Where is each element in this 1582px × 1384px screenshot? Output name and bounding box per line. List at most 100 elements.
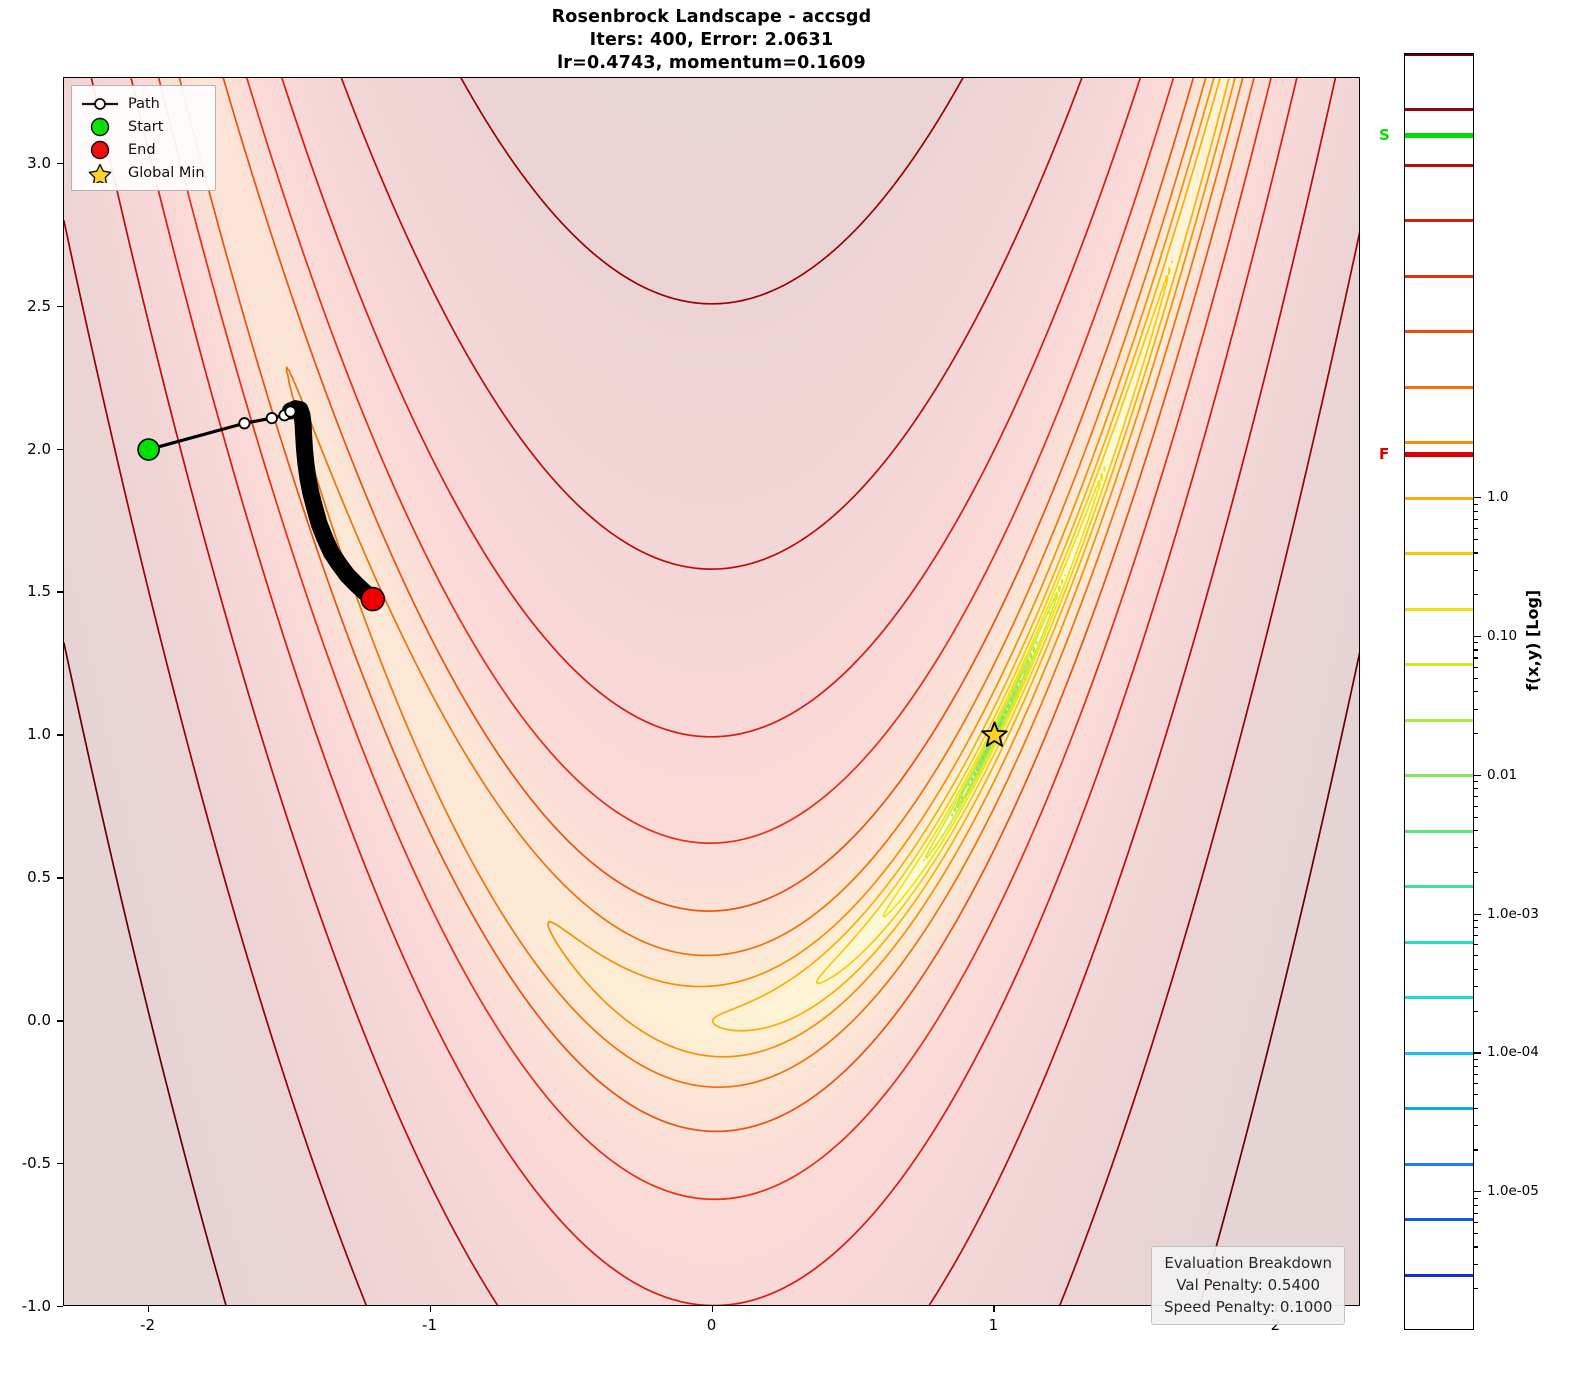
- colorbar-minor-tick: [1474, 538, 1478, 541]
- colorbar-minor-tick: [1474, 1221, 1478, 1224]
- y-tick-mark: [57, 1163, 63, 1165]
- colorbar-minor-tick: [1474, 871, 1478, 873]
- colorbar-level-line: [1405, 1162, 1473, 1166]
- colorbar-minor-tick: [1474, 691, 1478, 693]
- page-title: Rosenbrock Landscape - accsgd Iters: 400…: [63, 6, 1360, 75]
- legend-label-start: Start: [128, 118, 164, 135]
- legend-item-end: End: [80, 138, 205, 161]
- colorbar-minor-tick: [1474, 935, 1478, 937]
- star-icon: [80, 163, 120, 186]
- start-point-marker: [137, 438, 160, 461]
- colorbar-level-line: [1405, 607, 1473, 611]
- colorbar-minor-tick: [1474, 1212, 1478, 1214]
- colorbar-minor-tick: [1474, 781, 1478, 783]
- y-tick-label: 2.5: [27, 296, 51, 315]
- colorbar-tick-label: 1.0e-03: [1487, 905, 1539, 922]
- y-tick-label: -0.5: [21, 1154, 51, 1173]
- colorbar-level-line: [1405, 1051, 1473, 1055]
- y-tick-mark: [57, 448, 63, 450]
- x-tick-label: -2: [140, 1316, 156, 1334]
- colorbar-minor-tick: [1474, 1197, 1478, 1199]
- colorbar-axis-label: f(x,y) [Log]: [1523, 589, 1542, 691]
- colorbar-level-line: [1405, 885, 1473, 889]
- y-tick-label: 0.0: [27, 1011, 51, 1030]
- colorbar-minor-tick: [1474, 708, 1478, 710]
- y-tick-mark: [57, 734, 63, 736]
- colorbar-minor-tick: [1474, 569, 1478, 571]
- x-tick-mark: [993, 1306, 995, 1312]
- y-tick-mark: [57, 162, 63, 165]
- colorbar-level-line: [1405, 552, 1473, 556]
- colorbar-level-line: [1405, 718, 1473, 722]
- colorbar-level-line: [1405, 774, 1473, 778]
- colorbar-minor-tick: [1474, 927, 1478, 929]
- colorbar-level-line: [1405, 940, 1473, 944]
- colorbar-tick-mark: [1474, 774, 1481, 777]
- colorbar-start-marker-label: S: [1379, 125, 1390, 144]
- colorbar-level-line: [1405, 1218, 1473, 1222]
- x-tick-mark: [711, 1306, 713, 1312]
- eval-box-title: Evaluation Breakdown: [1164, 1254, 1332, 1272]
- colorbar-minor-tick: [1474, 830, 1478, 832]
- y-tick-mark: [57, 1020, 63, 1022]
- y-tick-label: 2.0: [27, 439, 51, 458]
- path-line-icon: [80, 94, 120, 114]
- colorbar-minor-tick: [1474, 732, 1478, 735]
- colorbar-minor-tick: [1474, 1124, 1478, 1127]
- y-tick-label: 3.0: [27, 153, 51, 172]
- plot-legend: Path Start End Global M: [71, 85, 216, 191]
- contour-lines-group: [64, 78, 1359, 1305]
- end-circle-icon: [80, 140, 120, 160]
- end-point-marker: [360, 586, 386, 612]
- y-tick-label: 0.5: [27, 868, 51, 887]
- colorbar-minor-tick: [1474, 986, 1478, 988]
- y-tick-label: -1.0: [21, 1297, 51, 1315]
- rosenbrock-contour-field: [64, 78, 1359, 1305]
- colorbar-minor-tick: [1474, 1288, 1478, 1290]
- colorbar-minor-tick: [1474, 666, 1478, 668]
- colorbar-minor-tick: [1474, 968, 1478, 970]
- colorbar-minor-tick: [1474, 955, 1478, 957]
- colorbar-level-line: [1405, 330, 1473, 334]
- colorbar-minor-tick: [1474, 1010, 1478, 1012]
- y-tick-mark: [57, 305, 63, 308]
- colorbar-minor-tick: [1474, 788, 1478, 790]
- contour-plot-axes[interactable]: [63, 77, 1360, 1306]
- x-tick-label: -1: [422, 1316, 438, 1334]
- colorbar-level-line: [1405, 441, 1473, 445]
- colorbar-level-line: [1405, 829, 1473, 833]
- x-tick-label: 0: [706, 1316, 717, 1334]
- colorbar-minor-tick: [1474, 1107, 1478, 1109]
- colorbar-level-line: [1405, 1330, 1474, 1331]
- colorbar-level-line: [1405, 219, 1473, 223]
- colorbar-minor-tick: [1474, 1083, 1478, 1085]
- colorbar-minor-tick: [1474, 552, 1478, 554]
- y-tick-mark: [57, 591, 63, 593]
- colorbar-minor-tick: [1474, 1058, 1478, 1060]
- colorbar-minor-tick: [1474, 1204, 1478, 1206]
- colorbar-tick-mark: [1474, 1191, 1481, 1193]
- y-tick-label: 1.0: [27, 725, 51, 744]
- colorbar-level-line: [1405, 1107, 1473, 1111]
- title-line-3: lr=0.4743, momentum=0.1609: [557, 53, 866, 73]
- colorbar-final-marker-label: F: [1379, 444, 1390, 463]
- legend-label-end: End: [128, 141, 156, 158]
- legend-label-path: Path: [128, 95, 160, 112]
- colorbar-level-line: [1405, 385, 1473, 389]
- colorbar-minor-tick: [1474, 1246, 1478, 1248]
- colorbar-level-line: [1405, 996, 1473, 1000]
- colorbar-level-line: [1405, 1273, 1473, 1277]
- legend-label-global-min: Global Min: [128, 164, 205, 181]
- path-marker: [284, 405, 297, 418]
- colorbar-level-line: [1405, 274, 1473, 278]
- legend-item-start: Start: [80, 115, 205, 138]
- colorbar-tick-label: 1.0e-05: [1487, 1183, 1539, 1200]
- colorbar-minor-tick: [1474, 527, 1478, 530]
- colorbar-minor-tick: [1474, 1094, 1478, 1096]
- legend-item-global-min: Global Min: [80, 161, 205, 186]
- evaluation-breakdown-box: Evaluation Breakdown Val Penalty: 0.5400…: [1151, 1246, 1346, 1325]
- colorbar-tick-label: 0.01: [1487, 766, 1518, 783]
- colorbar-minor-tick: [1474, 518, 1478, 520]
- colorbar-level-line: [1405, 496, 1473, 500]
- colorbar-level-line: [1405, 54, 1473, 56]
